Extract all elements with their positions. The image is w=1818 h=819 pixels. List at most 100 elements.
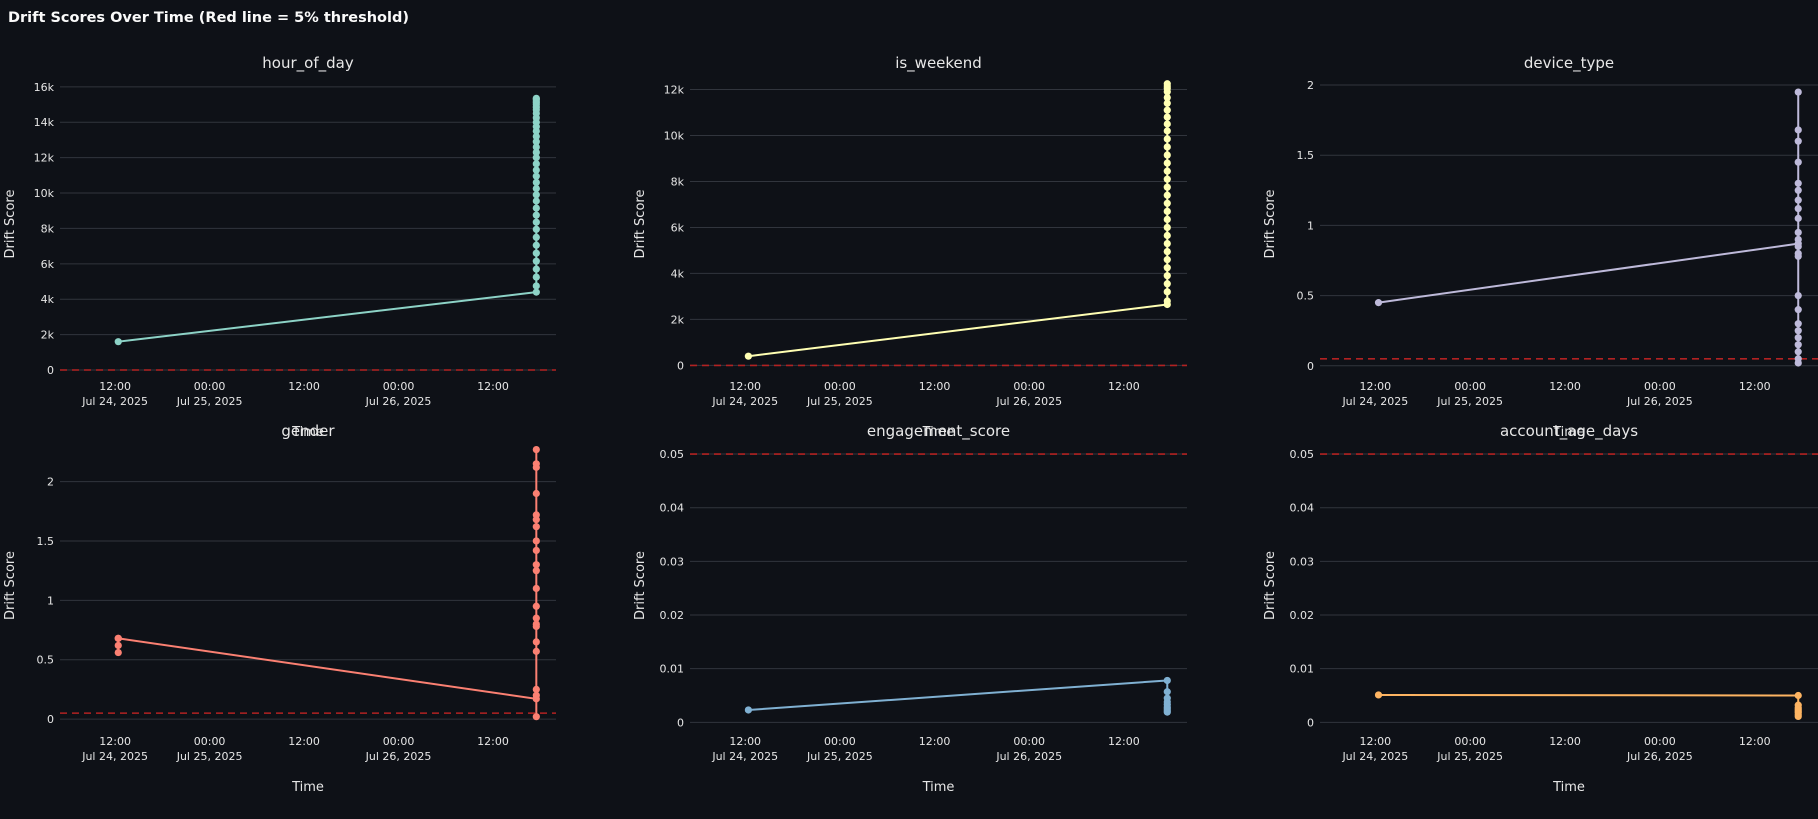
page-title: Drift Scores Over Time (Red line = 5% th… <box>8 10 409 26</box>
data-point <box>1794 348 1802 356</box>
x-date-label: Jul 26, 2025 <box>1626 395 1693 408</box>
x-date-label: Jul 25, 2025 <box>1436 750 1503 763</box>
subplot-hour-of-day: 0 2k 4k 6k 8k 10k 12k 14k 16k 12:00 Jul 24, 2025 00… <box>3 54 556 440</box>
data-point <box>532 273 540 281</box>
x-tick-label: 12:00 <box>919 735 951 748</box>
y-tick-label: 2 <box>47 476 54 489</box>
data-point <box>1794 88 1802 96</box>
data-point <box>1794 204 1802 213</box>
data-point <box>532 614 540 622</box>
y-axis-title: Drift Score <box>633 190 648 259</box>
y-tick-label: 0.04 <box>660 502 685 515</box>
data-point <box>532 178 540 187</box>
x-tick-label: 12:00 <box>99 735 131 748</box>
data-point <box>532 138 540 146</box>
y-tick-label: 0 <box>1307 716 1314 729</box>
data-point <box>1163 151 1171 159</box>
data-point <box>1163 264 1171 272</box>
x-date-label: Jul 26, 2025 <box>995 395 1062 408</box>
x-axis-title: Time <box>291 780 324 795</box>
data-point <box>1163 676 1171 685</box>
x-tick-label: 00:00 <box>1013 380 1045 393</box>
data-point <box>1794 137 1802 145</box>
data-point <box>532 211 540 219</box>
data-point <box>532 561 540 569</box>
y-tick-label: 0.5 <box>37 654 55 667</box>
data-point <box>532 567 540 575</box>
y-tick-label: 1 <box>1307 219 1314 232</box>
data-point <box>532 691 540 699</box>
x-tick-label: 12:00 <box>729 735 761 748</box>
data-point <box>1163 106 1171 114</box>
x-date-label: Jul 26, 2025 <box>365 750 432 763</box>
data-point <box>1163 708 1171 716</box>
x-date-label: Jul 24, 2025 <box>711 750 778 763</box>
data-point <box>1794 228 1802 237</box>
data-point <box>744 352 752 360</box>
y-tick-label: 0.03 <box>660 555 685 568</box>
data-point <box>1163 207 1171 215</box>
data-point <box>1163 167 1171 175</box>
y-tick-label: 0.02 <box>1290 609 1315 622</box>
x-date-label: Jul 24, 2025 <box>81 750 148 763</box>
data-point <box>1163 93 1171 102</box>
data-point <box>532 191 540 199</box>
data-point <box>532 445 540 454</box>
data-point <box>532 225 540 233</box>
x-date-label: Jul 25, 2025 <box>176 395 243 408</box>
x-tick-label: 00:00 <box>1644 735 1676 748</box>
data-point <box>532 204 540 212</box>
x-tick-label: 12:00 <box>1108 735 1140 748</box>
data-point <box>1163 280 1171 288</box>
data-point <box>1163 215 1171 224</box>
y-tick-label: 4k <box>671 267 685 280</box>
x-tick-label: 12:00 <box>477 380 509 393</box>
data-point <box>1163 297 1171 305</box>
y-tick-label: 0.5 <box>1297 290 1315 303</box>
y-tick-label: 2k <box>41 329 55 342</box>
data-point <box>1163 175 1171 183</box>
data-point <box>114 634 122 642</box>
data-point <box>1163 239 1171 248</box>
x-date-label: Jul 26, 2025 <box>995 750 1062 763</box>
y-axis-title: Drift Score <box>3 551 18 620</box>
data-point <box>532 132 540 140</box>
y-tick-label: 0.02 <box>660 609 685 622</box>
y-tick-label: 0.04 <box>1290 502 1315 515</box>
data-point <box>1794 196 1802 204</box>
data-point <box>1794 252 1802 260</box>
x-tick-label: 00:00 <box>383 380 415 393</box>
data-point <box>1794 691 1802 700</box>
x-tick-label: 12:00 <box>477 735 509 748</box>
data-point <box>532 249 540 257</box>
y-tick-label: 2k <box>671 313 685 326</box>
y-tick-label: 10k <box>664 129 685 142</box>
subplot-gender: 0 0.5 1 1.5 2 12:00 Jul 24, 2025 00:00 Jul 25, 2… <box>3 422 556 795</box>
y-tick-label: 0.03 <box>1290 555 1315 568</box>
x-date-label: Jul 25, 2025 <box>176 750 243 763</box>
x-tick-label: 00:00 <box>1013 735 1045 748</box>
data-point <box>1794 320 1802 328</box>
data-point <box>1163 688 1171 696</box>
data-point <box>532 622 540 631</box>
data-point <box>1163 183 1171 191</box>
data-point <box>532 546 540 555</box>
data-point <box>1163 231 1171 240</box>
data-point <box>1163 120 1171 128</box>
subplot-engagement-score: 0 0.01 0.02 0.03 0.04 0.05 12:00 Jul 24, 2025 00… <box>633 422 1187 795</box>
y-tick-label: 1.5 <box>1297 149 1315 162</box>
data-point <box>532 489 540 498</box>
x-axis-title: Time <box>922 780 955 795</box>
x-tick-label: 00:00 <box>194 380 226 393</box>
y-tick-label: 0.01 <box>660 663 685 676</box>
data-point <box>114 648 122 657</box>
data-point <box>532 172 540 180</box>
data-point <box>1794 158 1802 166</box>
data-point <box>1163 135 1171 143</box>
data-point <box>1163 143 1171 151</box>
y-tick-label: 1.5 <box>37 535 55 548</box>
x-tick-label: 12:00 <box>99 380 131 393</box>
data-point <box>532 241 540 249</box>
y-tick-label: 8k <box>671 175 685 188</box>
